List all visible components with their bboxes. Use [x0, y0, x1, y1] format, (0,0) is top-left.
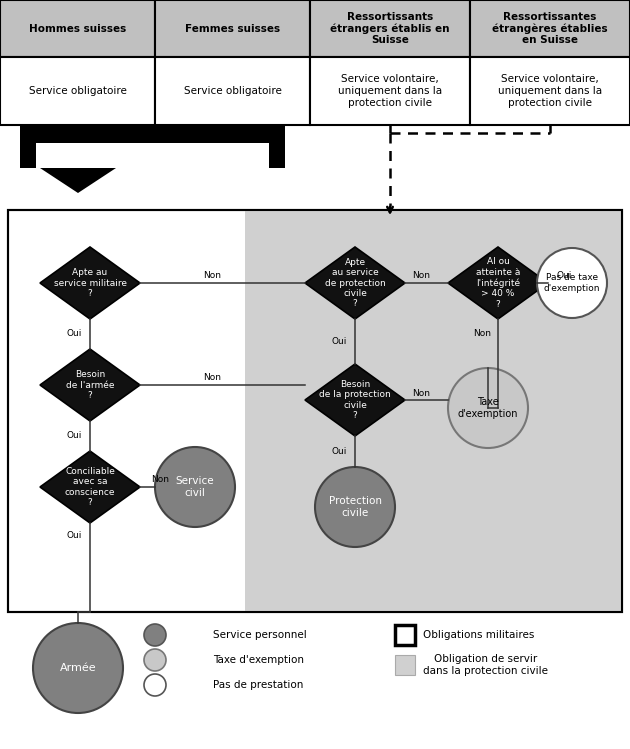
Text: Service
civil: Service civil [176, 476, 214, 498]
Text: Apte au
service militaire
?: Apte au service militaire ? [54, 268, 127, 298]
Text: Oui: Oui [66, 431, 82, 440]
Polygon shape [305, 247, 405, 319]
Circle shape [537, 248, 607, 318]
Text: Non: Non [413, 271, 430, 280]
Text: Oui: Oui [66, 530, 82, 539]
Bar [0, 57, 155, 125]
Circle shape [144, 624, 166, 646]
Text: Service volontaire,
uniquement dans la
protection civile: Service volontaire, uniquement dans la p… [338, 74, 442, 108]
Text: Conciliable
avec sa
conscience
?: Conciliable avec sa conscience ? [65, 467, 115, 507]
Text: Service obligatoire: Service obligatoire [28, 86, 127, 96]
Text: Non: Non [203, 374, 222, 383]
Text: Oui: Oui [331, 447, 346, 456]
Bar [20, 143, 36, 168]
Circle shape [144, 649, 166, 671]
Text: Hommes suisses: Hommes suisses [29, 23, 126, 34]
Bar [0, 0, 155, 57]
Polygon shape [448, 247, 548, 319]
Polygon shape [40, 247, 140, 319]
Bar [310, 57, 470, 125]
Bar [36, 143, 269, 168]
Bar [245, 210, 622, 612]
Text: Taxe d'exemption: Taxe d'exemption [213, 655, 304, 665]
Bar [155, 0, 310, 57]
Text: Pas de prestation: Pas de prestation [213, 680, 304, 690]
Text: Besoin
de l'armée
?: Besoin de l'armée ? [66, 370, 114, 400]
Text: AI ou
atteinte à
l'intégrité
> 40 %
?: AI ou atteinte à l'intégrité > 40 % ? [476, 258, 520, 309]
Text: Non: Non [473, 330, 491, 339]
Text: Service obligatoire: Service obligatoire [183, 86, 282, 96]
Text: Obligations militaires: Obligations militaires [423, 630, 534, 640]
Text: Femmes suisses: Femmes suisses [185, 23, 280, 34]
Bar [310, 0, 470, 57]
Text: Non: Non [413, 389, 430, 398]
Bar [395, 625, 415, 645]
Text: Ressortissantes
étrangères établies
en Suisse: Ressortissantes étrangères établies en S… [492, 11, 608, 46]
Circle shape [144, 674, 166, 696]
Text: Taxe
d'exemption: Taxe d'exemption [458, 397, 518, 419]
Text: Service volontaire,
uniquement dans la
protection civile: Service volontaire, uniquement dans la p… [498, 74, 602, 108]
Bar [20, 125, 285, 143]
Bar [8, 210, 622, 612]
Circle shape [448, 368, 528, 448]
Polygon shape [40, 451, 140, 523]
Text: Ressortissants
étrangers établis en
Suisse: Ressortissants étrangers établis en Suis… [330, 11, 450, 46]
Bar [155, 57, 310, 125]
Bar [269, 143, 285, 168]
Text: Oui: Oui [66, 330, 82, 339]
Circle shape [33, 623, 123, 713]
Polygon shape [305, 364, 405, 436]
Bar [395, 655, 415, 675]
Text: Protection
civile: Protection civile [328, 496, 382, 518]
Text: Armée: Armée [60, 663, 96, 673]
Bar [8, 210, 622, 612]
Circle shape [315, 467, 395, 547]
Bar [470, 0, 630, 57]
Text: Service personnel: Service personnel [213, 630, 307, 640]
Text: Obligation de servir
dans la protection civile: Obligation de servir dans la protection … [423, 654, 548, 676]
Polygon shape [40, 168, 116, 193]
Text: Apte
au service
de protection
civile
?: Apte au service de protection civile ? [324, 258, 386, 309]
Circle shape [155, 447, 235, 527]
Text: Besoin
de la protection
civile
?: Besoin de la protection civile ? [319, 380, 391, 420]
Text: Oui: Oui [331, 337, 346, 346]
Bar [470, 57, 630, 125]
Text: Pas de taxe
d'exemption: Pas de taxe d'exemption [544, 273, 600, 293]
Text: Non: Non [203, 271, 222, 280]
Text: Non: Non [151, 476, 169, 485]
Polygon shape [40, 349, 140, 421]
Text: Oui: Oui [556, 271, 571, 280]
